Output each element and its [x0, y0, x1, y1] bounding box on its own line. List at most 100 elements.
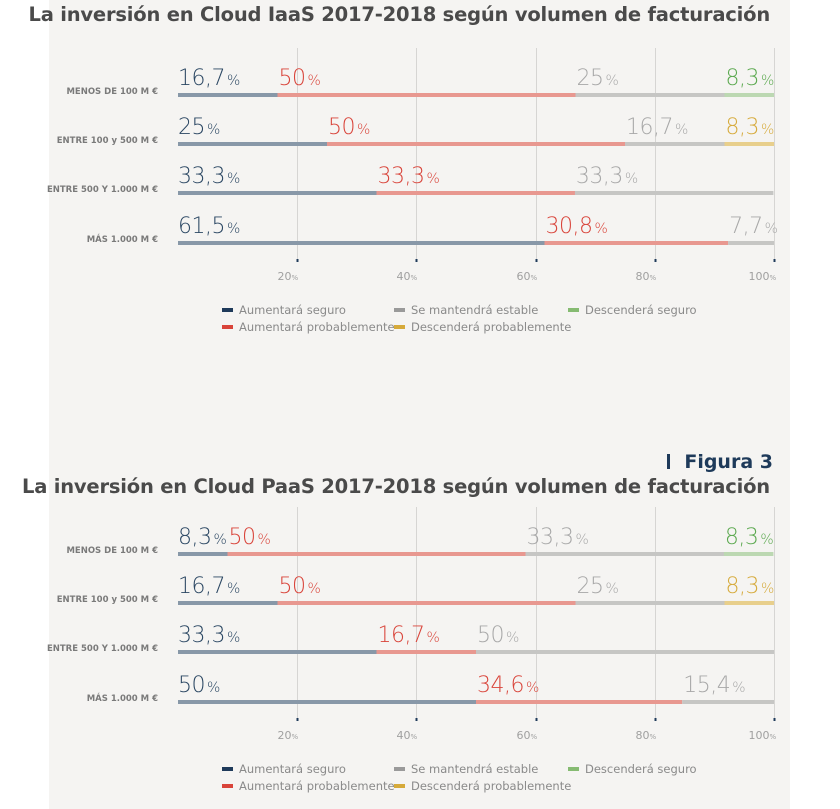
value-label-aumentara-seguro: 16,7% [178, 66, 240, 91]
bar-segment-aumentara-seguro [178, 650, 377, 654]
value-label-aumentara-seguro: 33,3% [178, 623, 240, 648]
chart-svg [178, 507, 776, 721]
value-label-se-mantendra-estable: 50% [477, 623, 519, 648]
chart-paas: 20% 40% 60% 80% 100% MENOS DE 100 M €8,3% 50% 3… [0, 459, 840, 799]
value-label-aumentara-seguro: 33,3% [178, 164, 240, 189]
x-tick-label: 100% [748, 729, 777, 742]
bar-segment-se-mantendra-estable [574, 191, 774, 195]
tick-mark-20 [296, 718, 299, 721]
bar-segment-aumentara-seguro [178, 241, 545, 245]
value-label-aumentara-probablemente: 33,3% [377, 164, 440, 189]
value-label-aumentara-probablemente: 50% [228, 525, 271, 550]
value-label-aumentara-probablemente: 50% [328, 115, 370, 140]
value-label-se-mantendra-estable: 7,7% [729, 214, 778, 239]
value-label-descendera-seguro: 8,3% [725, 66, 775, 91]
value-label-descendera-probablemente: 8,3% [725, 574, 775, 599]
bar-segment-aumentara-probablemente [544, 241, 729, 245]
category-label: ENTRE 500 Y 1.000 M € [46, 185, 158, 195]
tick-mark-100 [773, 259, 776, 262]
legend-swatch [568, 308, 579, 312]
legend-item-se-mantendra-estable: Se mantendrá estable [394, 762, 538, 776]
legend-item-aumentara-seguro: Aumentará seguro [222, 303, 346, 317]
tick-mark-60 [535, 259, 538, 262]
category-label: MÁS 1.000 M € [86, 694, 158, 704]
x-tick-label: 80% [635, 729, 657, 742]
legend-label: Aumentará probablemente [239, 779, 395, 793]
value-label-aumentara-probablemente: 50% [278, 574, 321, 599]
value-label-se-mantendra-estable: 25% [576, 66, 619, 91]
category-label: MENOS DE 100 M € [66, 546, 158, 556]
bar-segment-se-mantendra-estable [682, 700, 774, 704]
x-tick-label: 80% [635, 270, 657, 283]
x-tick-label: 100% [748, 270, 777, 283]
x-tick-label: 40% [396, 270, 418, 283]
bar-segment-se-mantendra-estable [728, 241, 774, 245]
value-label-se-mantendra-estable: 15,4% [683, 673, 745, 698]
bar-segment-aumentara-seguro [178, 93, 278, 97]
tick-mark-80 [654, 259, 657, 262]
legend-swatch [222, 767, 233, 771]
category-label: MENOS DE 100 M € [66, 87, 158, 97]
value-label-se-mantendra-estable: 33,3% [526, 525, 589, 550]
legend-swatch [222, 325, 233, 329]
x-tick-label: 40% [396, 729, 418, 742]
value-label-aumentara-probablemente: 16,7% [377, 623, 440, 648]
legend-swatch [222, 308, 233, 312]
value-label-aumentara-probablemente: 50% [278, 66, 321, 91]
chart-title-iaas: La inversión en Cloud IaaS 2017-2018 seg… [28, 3, 770, 26]
bar-segment-aumentara-probablemente [227, 552, 526, 556]
bar-segment-aumentara-probablemente [376, 650, 476, 654]
value-label-se-mantendra-estable: 25% [576, 574, 619, 599]
chart-svg [178, 48, 776, 262]
category-label: ENTRE 100 y 500 M € [56, 595, 158, 605]
bar-segment-aumentara-seguro [178, 552, 228, 556]
figure-label-text: Figura 3 [684, 451, 773, 473]
legend-item-descendera-seguro: Descenderá seguro [568, 303, 697, 317]
value-label-aumentara-seguro: 25% [178, 115, 220, 140]
category-label: MÁS 1.000 M € [86, 235, 158, 245]
legend-label: Aumentará seguro [239, 762, 346, 776]
legend-label: Descenderá probablemente [411, 320, 572, 334]
bar-segment-aumentara-seguro [178, 142, 327, 146]
legend-swatch [394, 325, 405, 329]
tick-mark-20 [296, 259, 299, 262]
bar-segment-se-mantendra-estable [525, 552, 724, 556]
x-tick-label: 20% [277, 270, 299, 283]
category-label: ENTRE 500 Y 1.000 M € [46, 644, 158, 654]
value-label-se-mantendra-estable: 33,3% [575, 164, 638, 189]
figure-marker [667, 454, 671, 469]
figure-panel [49, 0, 790, 809]
bar-segment-aumentara-probablemente [376, 191, 575, 195]
bar-segment-aumentara-seguro [178, 601, 278, 605]
tick-mark-40 [415, 259, 418, 262]
tick-mark-100 [773, 718, 776, 721]
value-label-aumentara-seguro: 61,5% [178, 214, 240, 239]
bar-segment-descendera-seguro [723, 552, 774, 556]
legend-swatch [394, 308, 405, 312]
bar-segment-aumentara-seguro [178, 700, 476, 704]
legend-item-aumentara-probablemente: Aumentará probablemente [222, 320, 395, 334]
chart-iaas: 20% 40% 60% 80% 100% MENOS DE 100 M € 16,7% 50%… [0, 0, 840, 340]
legend-label: Descenderá probablemente [411, 779, 572, 793]
legend-item-aumentara-seguro: Aumentará seguro [222, 762, 346, 776]
x-tick-label: 60% [516, 729, 538, 742]
value-label-aumentara-probablemente: 34,6% [477, 673, 539, 698]
value-label-descendera-probablemente: 8,3% [725, 115, 775, 140]
legend-label: Descenderá seguro [585, 762, 697, 776]
bar-segment-descendera-probablemente [724, 142, 774, 146]
legend-item-descendera-probablemente: Descenderá probablemente [394, 779, 571, 793]
bar-segment-aumentara-probablemente [277, 601, 576, 605]
legend-label: Se mantendrá estable [411, 303, 539, 317]
value-label-aumentara-seguro: 50% [178, 673, 220, 698]
legend-label: Aumentará seguro [239, 303, 346, 317]
category-label: ENTRE 100 y 500 M € [56, 136, 158, 146]
x-tick-label: 60% [516, 270, 538, 283]
legend-swatch [222, 784, 233, 788]
chart-title-paas: La inversión en Cloud PaaS 2017-2018 seg… [21, 475, 770, 498]
legend-item-descendera-probablemente: Descenderá probablemente [394, 320, 571, 334]
bar-segment-se-mantendra-estable [575, 601, 725, 605]
bar-segment-descendera-probablemente [724, 601, 774, 605]
tick-mark-60 [535, 718, 538, 721]
bar-segment-se-mantendra-estable [625, 142, 725, 146]
legend-item-aumentara-probablemente: Aumentará probablemente [222, 779, 395, 793]
